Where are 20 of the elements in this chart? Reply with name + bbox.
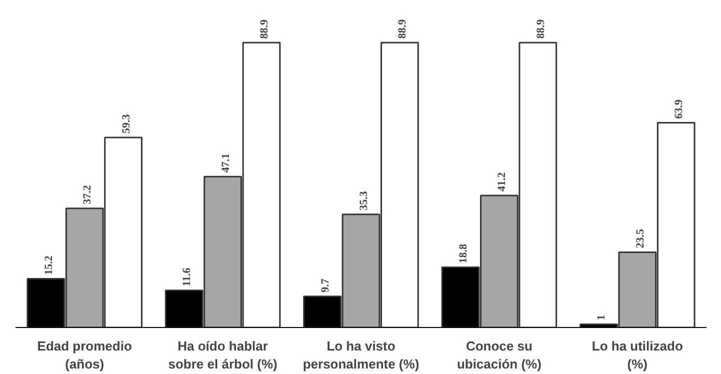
data-label: 1 xyxy=(596,314,608,320)
data-label: 15.2 xyxy=(42,255,55,275)
data-label: 88.9 xyxy=(534,18,547,39)
data-label: 88.9 xyxy=(396,18,409,39)
data-label: 35.3 xyxy=(358,190,370,210)
data-label: 63.9 xyxy=(673,99,686,119)
data-label: 41.2 xyxy=(496,172,508,192)
data-label: 11.6 xyxy=(181,267,194,286)
data-label: 88.9 xyxy=(258,18,270,39)
data-label: 23.5 xyxy=(634,228,646,248)
x-tick-label: Lo ha utilizado (%) xyxy=(592,338,683,372)
x-tick-label: Edad promedio (años) xyxy=(37,338,132,372)
data-label: 18.8 xyxy=(458,244,470,264)
data-label: 59.3 xyxy=(120,114,132,134)
x-tick-label: Lo ha visto personalmente (%) xyxy=(302,338,420,372)
x-tick-label: Ha oído hablar sobre el árbol (%) xyxy=(168,338,278,372)
data-label: 37.2 xyxy=(82,184,94,204)
data-label: 47.1 xyxy=(220,153,232,173)
x-tick-label: Conoce su ubicación (%) xyxy=(456,338,542,372)
data-label: 9.7 xyxy=(319,278,332,292)
